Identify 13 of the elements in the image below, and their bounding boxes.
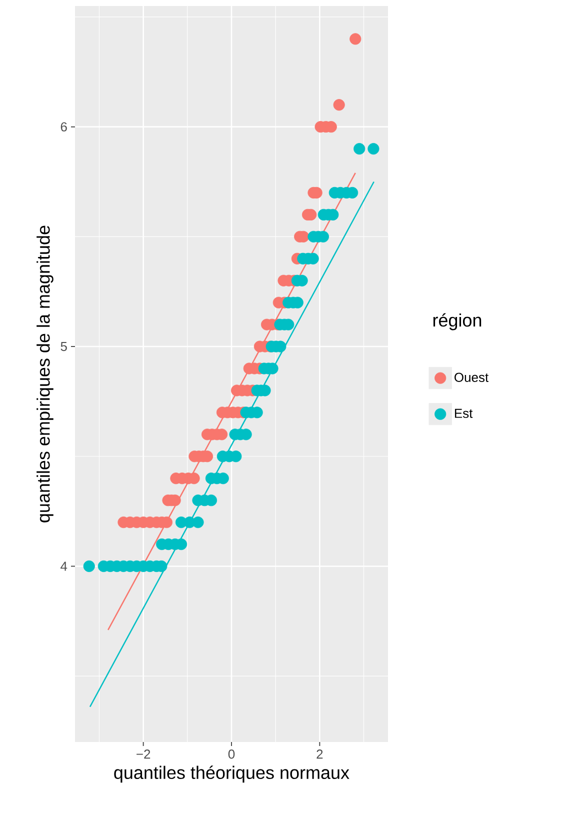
point xyxy=(350,33,362,45)
point xyxy=(333,99,345,111)
x-tick-label: −2 xyxy=(136,750,150,759)
legend-title: région xyxy=(433,313,482,330)
x-tick-label: 2 xyxy=(316,750,323,759)
x-tick-label: 0 xyxy=(228,750,235,759)
y-tick-label: 5 xyxy=(60,342,67,352)
x-axis-title: quantiles théoriques normaux xyxy=(114,766,350,783)
y-tick-label: 4 xyxy=(60,562,68,571)
y-axis-title: quantiles empiriques de la magnitude xyxy=(36,226,54,522)
y-tick-label: 6 xyxy=(60,122,67,132)
legend-label: Ouest xyxy=(454,372,489,382)
legend-label: Est xyxy=(454,408,473,418)
